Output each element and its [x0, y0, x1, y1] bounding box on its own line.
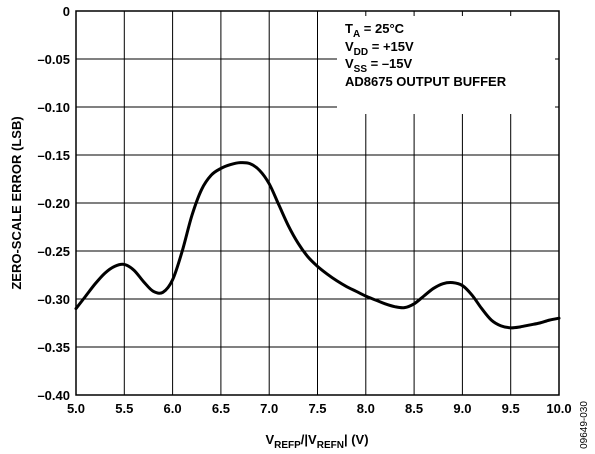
x-tick-label: 5.0: [67, 401, 85, 416]
annotation-output-buffer: AD8675 OUTPUT BUFFER: [345, 74, 507, 89]
annotation-temperature-value: = 25°C: [360, 21, 404, 36]
x-tick-label: 8.0: [357, 401, 375, 416]
x-axis-title: VREFP/|VREFN| (V): [265, 432, 368, 451]
x-tick-label: 10.0: [546, 401, 571, 416]
x-tick-labels: 5.0 5.5 6.0 6.5 7.0 7.5 8.0 8.5 9.0 9.5 10.0: [67, 401, 572, 416]
x-tick-label: 9.0: [453, 401, 471, 416]
y-tick-label: 0: [63, 4, 70, 19]
x-tick-label: 6.5: [212, 401, 230, 416]
annotation-vss: VSS = –15V: [345, 56, 413, 75]
annotation-temperature: TA = 25°C: [345, 21, 405, 40]
annotation-vdd: VDD = +15V: [345, 39, 414, 58]
x-axis-title-sub1: REFP: [274, 440, 301, 451]
x-tick-label: 7.0: [260, 401, 278, 416]
figure-code: 09649-030: [579, 401, 590, 449]
annotation-vss-main: V: [345, 56, 354, 71]
x-axis-title-main: V: [265, 432, 274, 447]
annotation-vss-sub: SS: [354, 64, 368, 75]
annotation-vdd-sub: DD: [354, 47, 368, 58]
y-tick-label: –0.20: [37, 196, 70, 211]
y-tick-label: –0.05: [37, 52, 70, 67]
x-axis-title-tail: | (V): [344, 432, 369, 447]
y-tick-label: –0.25: [37, 244, 70, 259]
zero-scale-error-series-line: [74, 161, 561, 330]
y-axis-title: ZERO-SCALE ERROR (LSB): [9, 116, 24, 289]
y-tick-label: –0.35: [37, 340, 70, 355]
annotation-temperature-main: T: [345, 21, 353, 36]
y-tick-labels: 0 –0.05 –0.10 –0.15 –0.20 –0.25 –0.30 –0.35 –0.4…: [37, 4, 70, 403]
x-tick-label: 6.0: [164, 401, 182, 416]
y-tick-label: –0.10: [37, 100, 70, 115]
annotation-vss-value: = –15V: [367, 56, 413, 71]
x-axis-title-sub2: REFN: [317, 440, 344, 451]
x-tick-label: 9.5: [502, 401, 520, 416]
y-tick-label: –0.30: [37, 292, 70, 307]
plot-frame: [75, 10, 560, 396]
x-tick-label: 8.5: [405, 401, 423, 416]
annotation-vdd-value: = +15V: [368, 39, 414, 54]
y-tick-label: –0.40: [37, 388, 70, 403]
y-tick-label: –0.15: [37, 148, 70, 163]
x-tick-label: 7.5: [308, 401, 326, 416]
annotation-vdd-main: V: [345, 39, 354, 54]
x-tick-label: 5.5: [115, 401, 133, 416]
annotation-temperature-sub: A: [353, 29, 360, 40]
x-axis-title-mid: /|V: [301, 432, 317, 447]
annotation-background: [337, 16, 555, 114]
